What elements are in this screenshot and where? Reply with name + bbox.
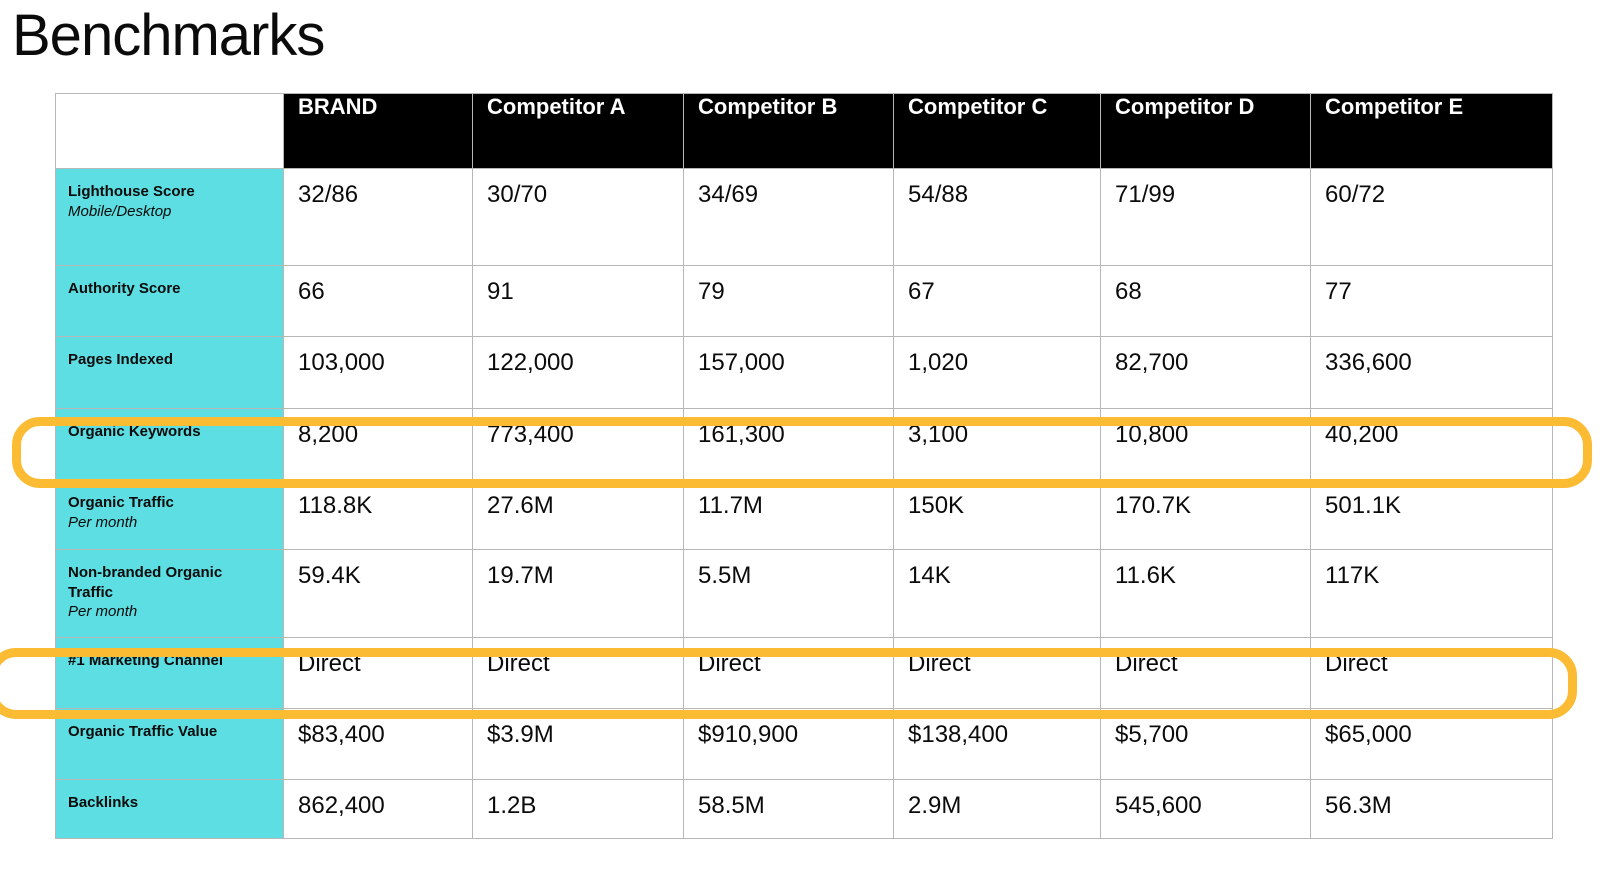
table-cell: 14K: [893, 549, 1101, 638]
table-cell: 150K: [893, 479, 1101, 550]
table-row: Organic Traffic Value $83,400 $3.9M $910,90…: [55, 708, 1553, 780]
table-cell: 773,400: [472, 408, 684, 480]
corner-cell: [55, 93, 284, 169]
table-cell: 59.4K: [283, 549, 473, 638]
table-cell: 91: [472, 265, 684, 337]
table-cell: 30/70: [472, 168, 684, 266]
table-cell: 19.7M: [472, 549, 684, 638]
row-label-cell: Non-branded Organic Traffic Per month: [55, 549, 284, 638]
table-row: Lighthouse Score Mobile/Desktop 32/86 30/70…: [55, 168, 1553, 266]
benchmarks-table: BRAND Competitor A Competitor B Competitor …: [55, 93, 1553, 839]
table-cell: 118.8K: [283, 479, 473, 550]
table-cell: 5.5M: [683, 549, 894, 638]
table-cell: 34/69: [683, 168, 894, 266]
table-cell: $5,700: [1100, 708, 1311, 780]
column-header: Competitor A: [472, 93, 684, 169]
row-sublabel: Per month: [68, 603, 138, 620]
table-cell: $138,400: [893, 708, 1101, 780]
table-cell: 66: [283, 265, 473, 337]
table-row: Organic Traffic Per month 118.8K 27.6M 11.7M…: [55, 479, 1553, 550]
table-row: Organic Keywords 8,200 773,400 161,300 3,100…: [55, 408, 1553, 480]
column-header: Competitor C: [893, 93, 1101, 169]
row-label: Organic Traffic Value: [68, 723, 218, 740]
table-cell: 82,700: [1100, 336, 1311, 409]
page-title: Benchmarks: [12, 3, 325, 68]
table-cell: 170.7K: [1100, 479, 1311, 550]
table-cell: 103,000: [283, 336, 473, 409]
row-label-cell: Organic Keywords: [55, 408, 284, 480]
table-cell: 56.3M: [1310, 779, 1553, 839]
column-header: Competitor D: [1100, 93, 1311, 169]
table-cell: 1,020: [893, 336, 1101, 409]
row-label: #1 Marketing Channel: [68, 652, 224, 669]
column-header: BRAND: [283, 93, 473, 169]
table-cell: 58.5M: [683, 779, 894, 839]
table-cell: 122,000: [472, 336, 684, 409]
row-label-cell: Organic Traffic Per month: [55, 479, 284, 550]
table-cell: 501.1K: [1310, 479, 1553, 550]
table-cell: Direct: [683, 637, 894, 709]
table-row: #1 Marketing Channel Direct Direct Direct Di…: [55, 637, 1553, 709]
row-sublabel: Mobile/Desktop: [68, 202, 172, 220]
table-cell: Direct: [283, 637, 473, 709]
row-label-cell: Lighthouse Score Mobile/Desktop: [55, 168, 284, 266]
table-cell: 67: [893, 265, 1101, 337]
table-cell: 10,800: [1100, 408, 1311, 480]
table-cell: 71/99: [1100, 168, 1311, 266]
table-cell: 545,600: [1100, 779, 1311, 839]
table-cell: $65,000: [1310, 708, 1553, 780]
table-cell: 77: [1310, 265, 1553, 337]
table-cell: $3.9M: [472, 708, 684, 780]
table-row: Pages Indexed 103,000 122,000 157,000 1,020 8…: [55, 336, 1553, 409]
table-cell: 157,000: [683, 336, 894, 409]
table-cell: Direct: [1100, 637, 1311, 709]
table-cell: 79: [683, 265, 894, 337]
table-cell: 161,300: [683, 408, 894, 480]
header-row: BRAND Competitor A Competitor B Competitor …: [55, 93, 1553, 169]
table-cell: 11.7M: [683, 479, 894, 550]
table-cell: 40,200: [1310, 408, 1553, 480]
row-label: Organic Traffic: [68, 494, 174, 511]
table-cell: Direct: [893, 637, 1101, 709]
row-label: Pages Indexed: [68, 351, 174, 368]
table-cell: 32/86: [283, 168, 473, 266]
row-label: Authority Score: [68, 280, 181, 297]
row-label-cell: Organic Traffic Value: [55, 708, 284, 780]
table-cell: Direct: [1310, 637, 1553, 709]
row-label: Lighthouse Score: [68, 183, 195, 200]
column-header: Competitor E: [1310, 93, 1553, 169]
table-cell: 68: [1100, 265, 1311, 337]
table-cell: 336,600: [1310, 336, 1553, 409]
row-label-cell: Pages Indexed: [55, 336, 284, 409]
table-cell: 2.9M: [893, 779, 1101, 839]
table-row: Authority Score 66 91 79 67 68 77: [55, 265, 1553, 337]
table-cell: $83,400: [283, 708, 473, 780]
table-cell: 117K: [1310, 549, 1553, 638]
column-header: Competitor B: [683, 93, 894, 169]
table-row: Non-branded Organic Traffic Per month 59.4…: [55, 549, 1553, 638]
row-label: Organic Keywords: [68, 423, 201, 440]
table-cell: 862,400: [283, 779, 473, 839]
table-cell: $910,900: [683, 708, 894, 780]
table-cell: 8,200: [283, 408, 473, 480]
table-cell: 54/88: [893, 168, 1101, 266]
row-sublabel: Per month: [68, 513, 138, 531]
table-cell: Direct: [472, 637, 684, 709]
table-cell: 60/72: [1310, 168, 1553, 266]
row-label-cell: Backlinks: [55, 779, 284, 839]
row-label-cell: Authority Score: [55, 265, 284, 337]
table-row: Backlinks 862,400 1.2B 58.5M 2.9M 545,600 56.3…: [55, 779, 1553, 839]
row-label-cell: #1 Marketing Channel: [55, 637, 284, 709]
row-label: Backlinks: [68, 794, 139, 811]
table-cell: 1.2B: [472, 779, 684, 839]
table-cell: 11.6K: [1100, 549, 1311, 638]
table-cell: 27.6M: [472, 479, 684, 550]
table-cell: 3,100: [893, 408, 1101, 480]
row-label: Non-branded Organic Traffic: [68, 564, 223, 601]
